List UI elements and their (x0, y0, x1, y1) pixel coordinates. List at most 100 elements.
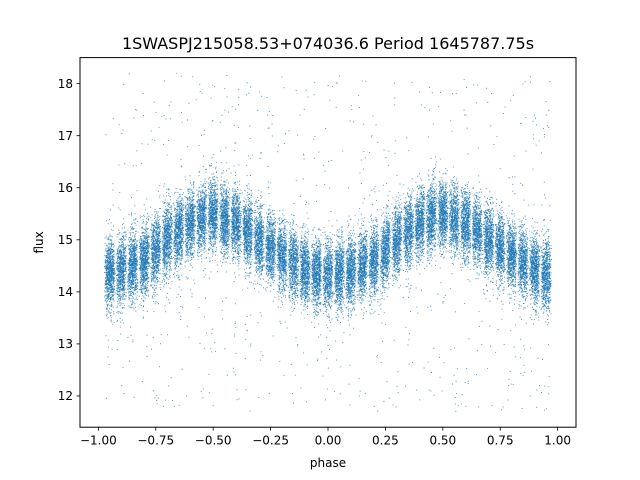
data-point (211, 157, 213, 159)
data-point (291, 310, 293, 312)
data-point (397, 263, 399, 264)
data-point (105, 248, 107, 249)
data-point (134, 267, 136, 269)
data-point (336, 83, 338, 85)
data-point (221, 253, 223, 254)
data-point (151, 258, 153, 260)
data-point (227, 186, 229, 188)
data-point (326, 336, 328, 338)
data-point (427, 212, 429, 214)
data-point (534, 310, 536, 312)
data-point (472, 237, 474, 239)
data-point (479, 253, 481, 255)
data-point (158, 273, 160, 275)
data-point (405, 197, 407, 199)
data-point (472, 235, 474, 237)
data-point (421, 242, 423, 244)
data-point (492, 221, 493, 223)
data-point (534, 242, 536, 244)
data-point (401, 234, 403, 236)
data-point (133, 288, 135, 290)
data-point (182, 198, 184, 200)
data-point (522, 297, 524, 299)
data-point (287, 254, 289, 256)
data-point (357, 286, 359, 288)
data-point (369, 271, 370, 273)
data-point (402, 270, 404, 271)
data-point (222, 236, 223, 238)
data-point (548, 256, 550, 258)
data-point (495, 255, 497, 257)
data-point (438, 186, 440, 188)
data-point (116, 263, 118, 264)
data-point (211, 201, 213, 203)
data-point (190, 230, 192, 232)
data-point (406, 251, 408, 253)
data-point (514, 220, 516, 222)
data-point (364, 286, 366, 288)
data-point (293, 276, 295, 278)
data-point (157, 271, 159, 273)
data-point (111, 298, 113, 300)
data-point (238, 211, 240, 213)
data-point (231, 230, 233, 232)
data-point (421, 199, 423, 201)
data-point (113, 253, 115, 255)
data-point (153, 228, 154, 230)
data-point (114, 277, 116, 279)
data-point (429, 193, 431, 195)
data-point (453, 228, 455, 230)
data-point (215, 254, 216, 256)
data-point (442, 222, 444, 224)
data-point (426, 223, 428, 225)
data-point (481, 247, 483, 249)
data-point (417, 240, 419, 242)
data-point (247, 245, 249, 247)
data-point (219, 184, 221, 186)
data-point (222, 204, 224, 206)
data-point (322, 283, 324, 285)
data-point (379, 240, 381, 242)
data-point (198, 227, 199, 229)
data-point (452, 238, 454, 239)
data-point (491, 251, 493, 253)
data-point (338, 289, 340, 291)
data-point (454, 191, 456, 193)
data-point (527, 281, 528, 283)
data-point (357, 223, 359, 225)
data-point (247, 214, 249, 216)
data-point (291, 253, 293, 255)
data-point (537, 246, 539, 248)
data-point (518, 280, 520, 282)
data-point (139, 261, 141, 263)
data-point (350, 256, 352, 258)
data-point (265, 264, 267, 266)
data-point (465, 264, 467, 266)
data-point (523, 308, 525, 310)
data-point (488, 210, 489, 212)
data-point (422, 215, 424, 217)
data-point (490, 256, 492, 258)
data-point (288, 259, 290, 261)
data-point (530, 258, 532, 260)
data-point (189, 270, 191, 272)
data-point (336, 319, 338, 321)
data-point (145, 274, 147, 276)
data-point (383, 227, 385, 229)
data-point (250, 343, 252, 345)
data-point (369, 152, 371, 153)
data-point (416, 194, 418, 196)
data-point (532, 282, 534, 284)
data-point (292, 279, 293, 281)
data-point (243, 256, 245, 258)
data-point (354, 267, 356, 269)
data-point (207, 208, 209, 210)
data-point (313, 290, 315, 292)
data-point (501, 230, 503, 232)
data-point (127, 266, 129, 268)
data-point (181, 166, 183, 168)
data-point (296, 265, 298, 267)
data-point (248, 92, 250, 94)
data-point (371, 220, 373, 222)
data-point (238, 239, 240, 241)
